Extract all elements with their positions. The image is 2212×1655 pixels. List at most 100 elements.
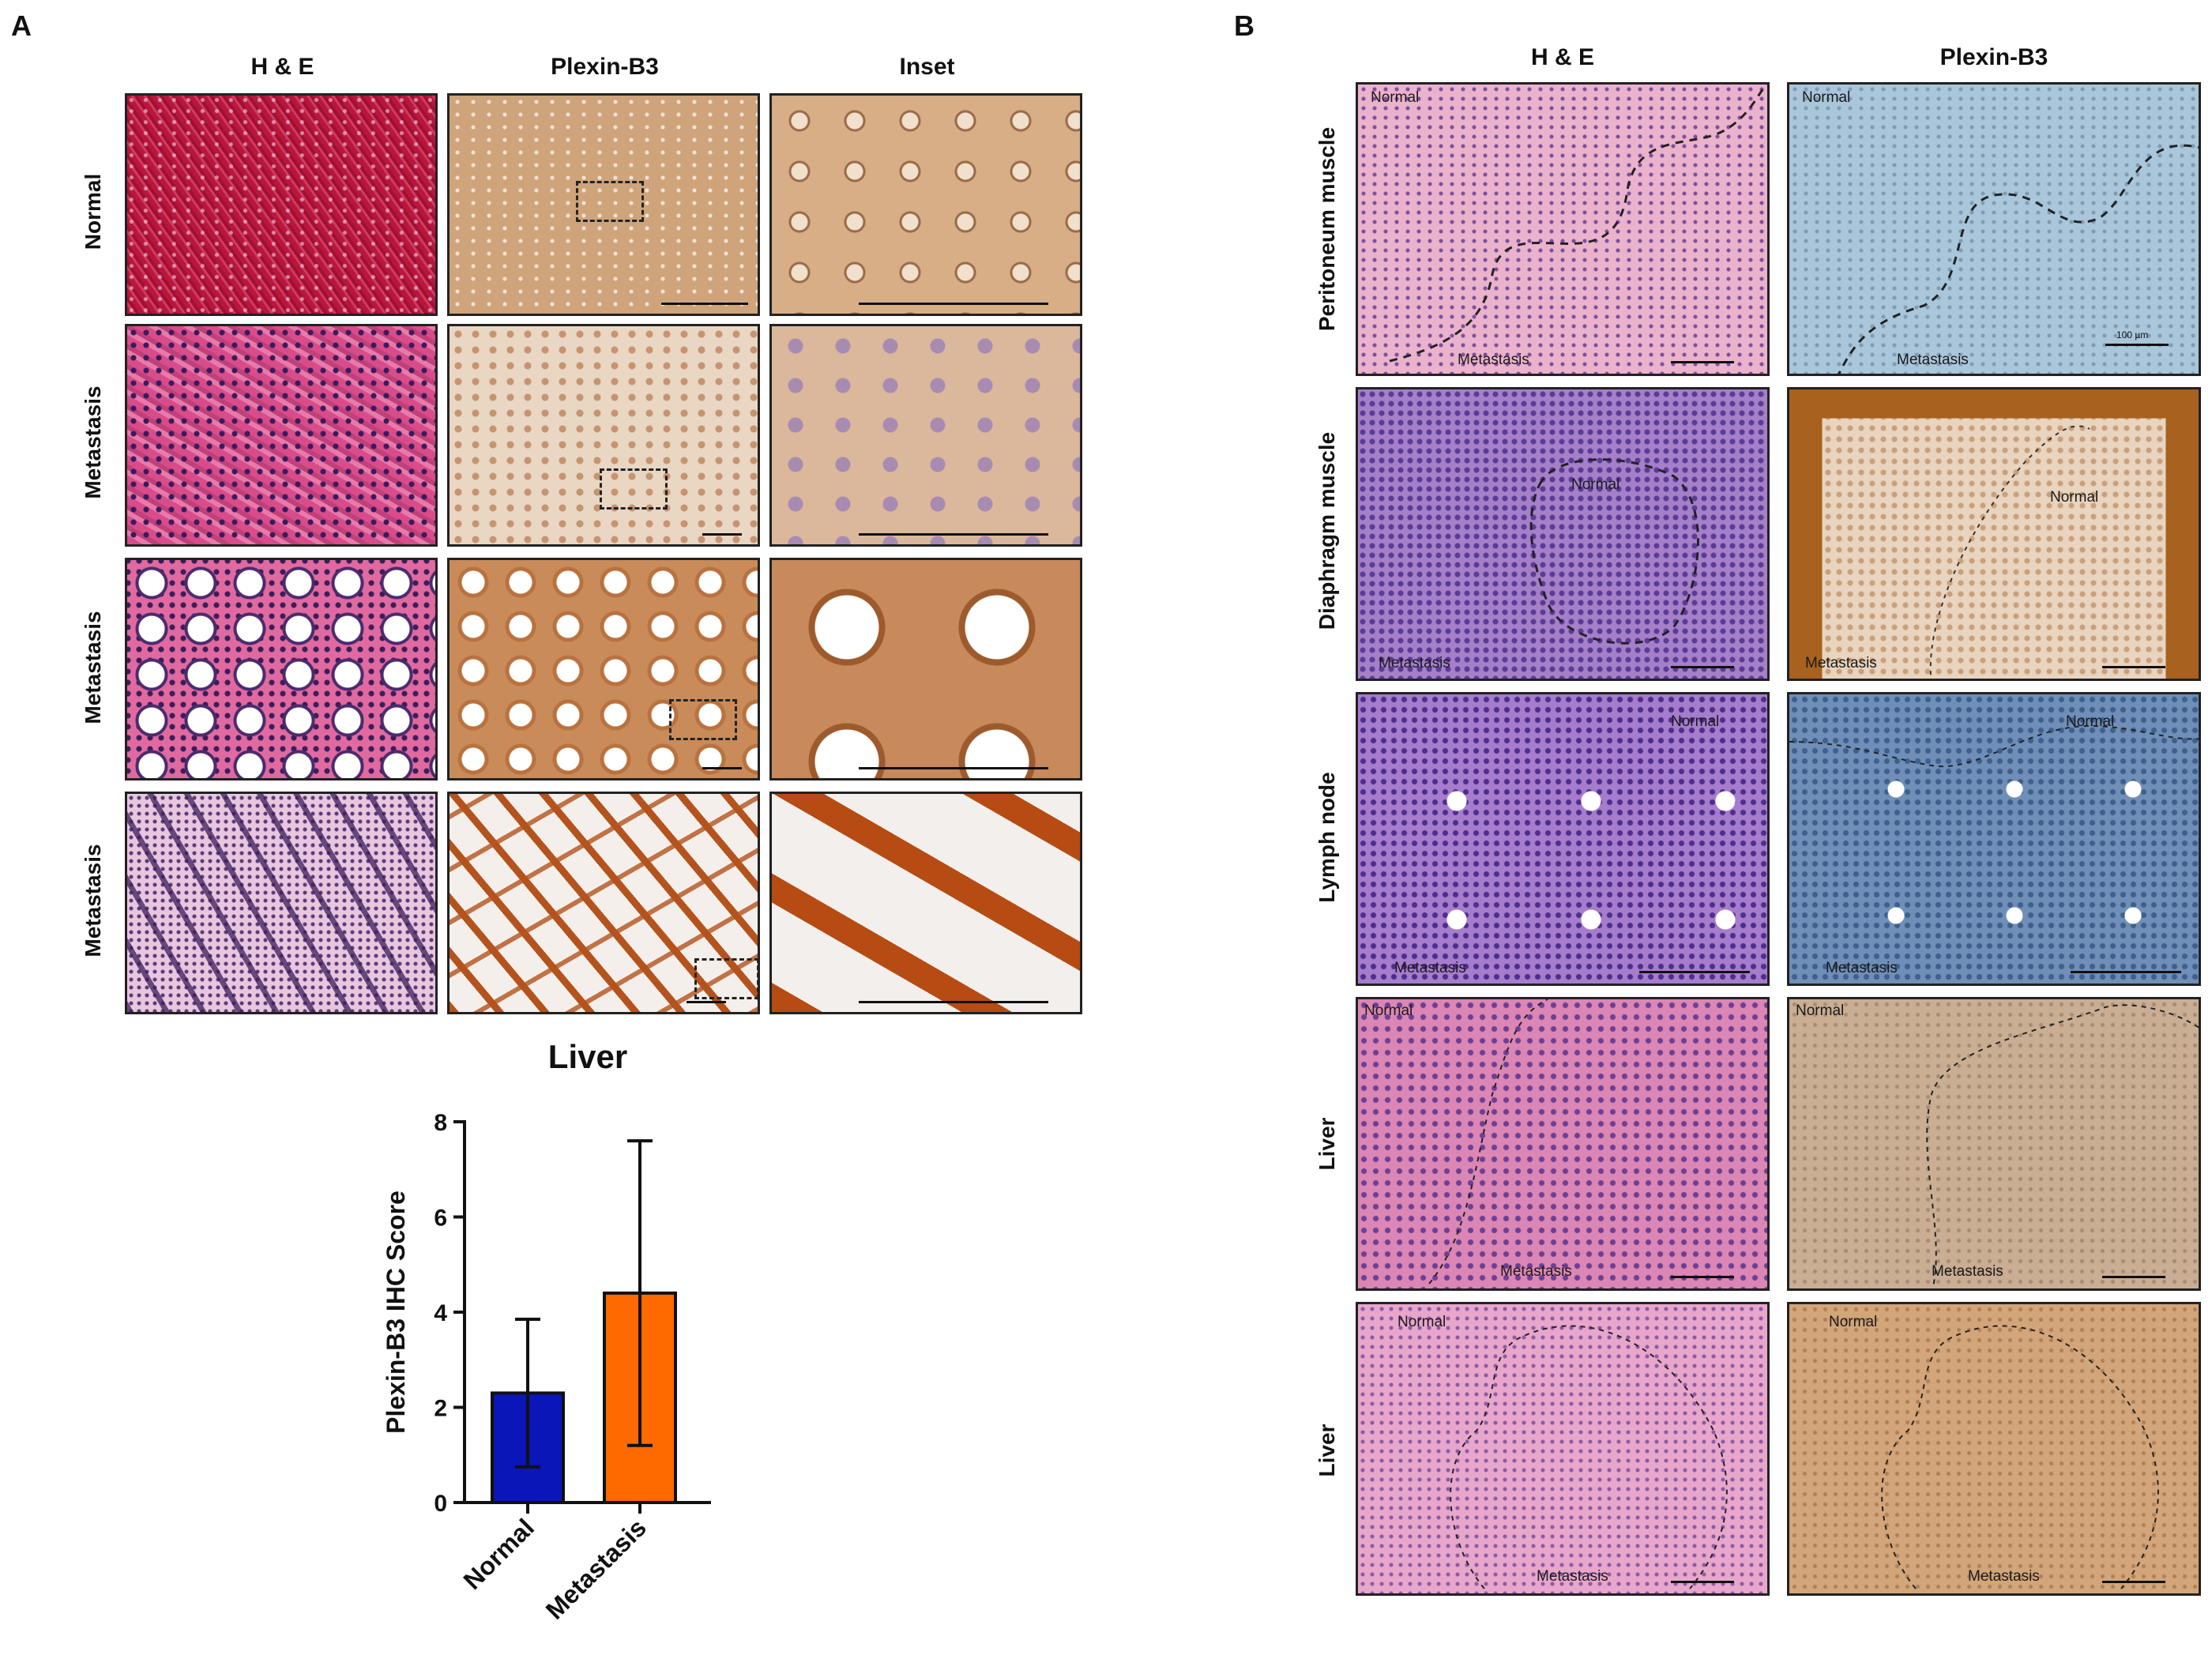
micrograph-b-plexin-diaphragm: Normal Metastasis	[1787, 387, 2201, 681]
panel-a-row-metastasis-2: Metastasis	[81, 611, 105, 724]
panel-b-row-liver-1: Liver	[1315, 1117, 1339, 1171]
micrograph-a-inset-normal	[769, 93, 1082, 316]
panel-a-col-he: H & E	[250, 54, 314, 80]
micrograph-a-inset-metastasis-3	[769, 792, 1082, 1014]
region-label-normal: Normal	[1671, 713, 1720, 730]
scale-bar	[687, 1001, 726, 1003]
tumor-boundary-line	[1450, 1325, 1728, 1589]
micrograph-b-he-diaphragm: Normal Metastasis	[1356, 387, 1770, 681]
panel-b-col-plexin: Plexin-B3	[1939, 44, 2048, 70]
scale-bar	[1671, 361, 1734, 363]
micrograph-b-he-liver-2: Normal Metastasis	[1356, 1302, 1770, 1596]
region-label-normal: Normal	[1398, 1314, 1446, 1330]
tumor-boundary-line	[1389, 85, 1767, 363]
region-label-normal: Normal	[1571, 476, 1620, 493]
panel-a-row-normal: Normal	[81, 173, 105, 250]
y-axis-label: Plexin-B3 IHC Score	[382, 1190, 410, 1434]
region-label-normal: Normal	[1364, 1002, 1413, 1019]
scale-bar	[1671, 1276, 1734, 1278]
panel-b-row-peritoneum: Peritoneum muscle	[1315, 126, 1339, 332]
micrograph-a-he-metastasis-1	[125, 324, 438, 547]
panel-a-row-metastasis-3: Metastasis	[81, 844, 105, 957]
y-tick-label: 6	[434, 1206, 447, 1232]
scale-bar	[1671, 666, 1734, 668]
panel-b-row-diaphragm: Diaphragm muscle	[1315, 431, 1339, 630]
liver-ihc-bar-chart: Liver 0 2 4 6 8 Plexin-B3 IHC Score Normal Metas…	[371, 1035, 766, 1651]
panel-b-row-lymph-node: Lymph node	[1315, 772, 1339, 903]
scale-bar	[859, 767, 1048, 769]
chart-title: Liver	[548, 1038, 627, 1075]
inset-region-box	[600, 468, 668, 510]
region-label-metastasis: Metastasis	[1897, 352, 1969, 368]
panel-a-col-plexin: Plexin-B3	[551, 54, 659, 80]
micrograph-a-he-normal	[125, 93, 438, 316]
y-tick-label: 0	[434, 1491, 447, 1517]
region-label-metastasis: Metastasis	[1394, 960, 1466, 976]
region-label-metastasis: Metastasis	[1968, 1568, 2040, 1585]
inset-region-box	[669, 699, 737, 740]
tumor-boundary-line	[1428, 999, 1548, 1285]
panel-a-row-metastasis-1: Metastasis	[81, 386, 105, 499]
region-label-normal: Normal	[1829, 1314, 1878, 1330]
region-label-metastasis: Metastasis	[1537, 1568, 1608, 1585]
tumor-boundary-line	[1529, 458, 1699, 645]
micrograph-a-plexin-metastasis-3	[447, 792, 760, 1014]
tumor-boundary-line	[1838, 144, 2199, 374]
region-label-metastasis: Metastasis	[1826, 960, 1898, 976]
region-label-normal: Normal	[2050, 489, 2099, 506]
panel-a-col-inset: Inset	[899, 54, 955, 80]
region-label-normal: Normal	[1802, 89, 1851, 106]
region-label-metastasis: Metastasis	[1379, 655, 1450, 671]
micrograph-a-he-metastasis-2	[125, 558, 438, 780]
scale-bar	[2105, 344, 2169, 346]
panel-a-letter: A	[11, 9, 32, 42]
region-label-normal: Normal	[1796, 1002, 1845, 1019]
micrograph-b-plexin-peritoneum: Normal Metastasis 100 µm	[1787, 82, 2201, 376]
region-label-normal: Normal	[2066, 713, 2115, 730]
micrograph-b-plexin-liver-2: Normal Metastasis	[1787, 1302, 2201, 1596]
inset-region-box	[576, 181, 644, 222]
panel-b-col-he: H & E	[1530, 44, 1594, 70]
micrograph-b-he-liver-1: Normal Metastasis	[1356, 997, 1770, 1291]
micrograph-a-plexin-normal	[447, 93, 760, 316]
x-tick-label: Normal	[458, 1513, 540, 1594]
y-tick-label: 8	[434, 1110, 447, 1136]
x-tick-label: Metastasis	[540, 1513, 652, 1624]
scale-bar	[1671, 1581, 1734, 1583]
y-tick-label: 4	[434, 1300, 447, 1326]
region-label-normal: Normal	[1371, 89, 1420, 106]
region-label-metastasis: Metastasis	[1805, 655, 1877, 671]
micrograph-a-inset-metastasis-2	[769, 558, 1082, 780]
scale-bar	[859, 533, 1048, 536]
region-label-metastasis: Metastasis	[1458, 352, 1529, 368]
tumor-boundary-line	[1789, 724, 2199, 768]
scale-bar	[702, 533, 742, 536]
tumor-boundary-line	[1926, 1004, 2199, 1288]
panel-b-row-liver-2: Liver	[1315, 1424, 1339, 1477]
region-label-metastasis: Metastasis	[1500, 1263, 1572, 1280]
inset-region-box	[694, 958, 758, 999]
scale-bar-label: 100 µm	[2116, 329, 2149, 340]
scale-bar	[661, 303, 748, 305]
micrograph-a-plexin-metastasis-1	[447, 324, 760, 547]
y-tick-label: 2	[434, 1396, 447, 1422]
scale-bar	[2102, 666, 2165, 668]
scale-bar	[702, 767, 742, 769]
bar-chart-svg: Liver 0 2 4 6 8 Plexin-B3 IHC Score Normal Metas…	[382, 1038, 711, 1625]
micrograph-b-plexin-lymph-node: Normal Metastasis	[1787, 692, 2201, 986]
scale-bar	[859, 1001, 1048, 1003]
region-label-metastasis: Metastasis	[1932, 1263, 2003, 1280]
scale-bar	[2102, 1581, 2165, 1583]
scale-bar	[1639, 971, 1750, 973]
micrograph-a-inset-metastasis-1	[769, 324, 1082, 547]
micrograph-a-he-metastasis-3	[125, 792, 438, 1014]
scale-bar	[2102, 1276, 2165, 1278]
micrograph-b-plexin-liver-1: Normal Metastasis	[1787, 997, 2201, 1291]
tumor-boundary-line	[1929, 425, 2090, 679]
micrograph-b-he-lymph-node: Normal Metastasis	[1356, 692, 1770, 986]
tumor-boundary-line	[1881, 1325, 2159, 1589]
panel-b-letter: B	[1234, 9, 1255, 42]
scale-bar	[2071, 971, 2181, 973]
micrograph-a-plexin-metastasis-2	[447, 558, 760, 780]
micrograph-b-he-peritoneum: Normal Metastasis	[1356, 82, 1770, 376]
